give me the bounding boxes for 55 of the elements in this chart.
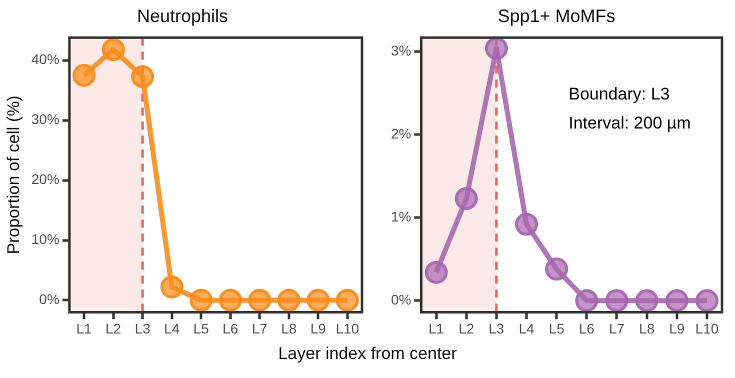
point	[665, 289, 688, 312]
y-tick-label: 2%	[391, 126, 412, 142]
x-tick-label: L7	[608, 320, 625, 336]
annotation: Boundary: L3	[568, 84, 670, 104]
y-tick-label: 3%	[391, 42, 412, 59]
point	[102, 38, 125, 62]
point	[515, 212, 538, 236]
point	[190, 288, 213, 312]
point	[545, 258, 568, 281]
point	[336, 288, 359, 312]
y-tick-label: 20%	[31, 171, 60, 188]
y-tick-label: 1%	[391, 208, 412, 224]
point	[605, 289, 628, 312]
point	[218, 288, 242, 312]
point	[72, 64, 96, 87]
y-axis-title: Proportion of cell (%)	[4, 96, 23, 254]
x-tick-label: L2	[106, 320, 122, 336]
x-tick-label: L8	[281, 320, 297, 336]
point	[575, 289, 598, 312]
x-tick-label: L10	[336, 320, 360, 336]
point	[424, 260, 448, 284]
point	[131, 65, 154, 88]
y-tick-label: 10%	[31, 231, 60, 248]
point	[695, 289, 718, 312]
x-tick-label: L5	[548, 320, 565, 336]
x-tick-label: L9	[669, 320, 685, 336]
x-tick-label: L3	[488, 320, 504, 336]
y-tick-label: 30%	[31, 111, 60, 128]
x-tick-label: L8	[639, 320, 655, 336]
y-tick-label: 40%	[31, 51, 60, 68]
x-tick-label: L2	[458, 320, 474, 336]
chart-title: Spp1+ MoMFs	[498, 6, 616, 26]
x-tick-label: L1	[76, 320, 92, 336]
point	[484, 38, 508, 60]
x-tick-label: L3	[134, 320, 151, 336]
x-tick-label: L7	[252, 320, 268, 336]
y-tick-label: 0%	[39, 291, 60, 308]
x-tick-label: L10	[695, 320, 719, 336]
point	[635, 289, 658, 312]
point	[160, 276, 184, 299]
x-tick-label: L6	[222, 320, 238, 336]
chart-title: Neutrophils	[136, 6, 228, 26]
point	[306, 288, 330, 312]
point	[277, 288, 300, 312]
x-tick-label: L1	[428, 320, 444, 336]
x-axis-title: Layer index from center	[277, 344, 458, 364]
x-tick-label: L9	[310, 320, 326, 336]
x-tick-label: L4	[164, 320, 180, 336]
x-tick-label: L5	[193, 320, 210, 336]
annotation: Interval: 200 µm	[568, 113, 691, 132]
y-tick-label: 0%	[391, 291, 412, 308]
point	[248, 288, 272, 312]
x-tick-label: L4	[518, 320, 534, 336]
point	[454, 187, 478, 210]
x-tick-label: L6	[578, 320, 595, 336]
